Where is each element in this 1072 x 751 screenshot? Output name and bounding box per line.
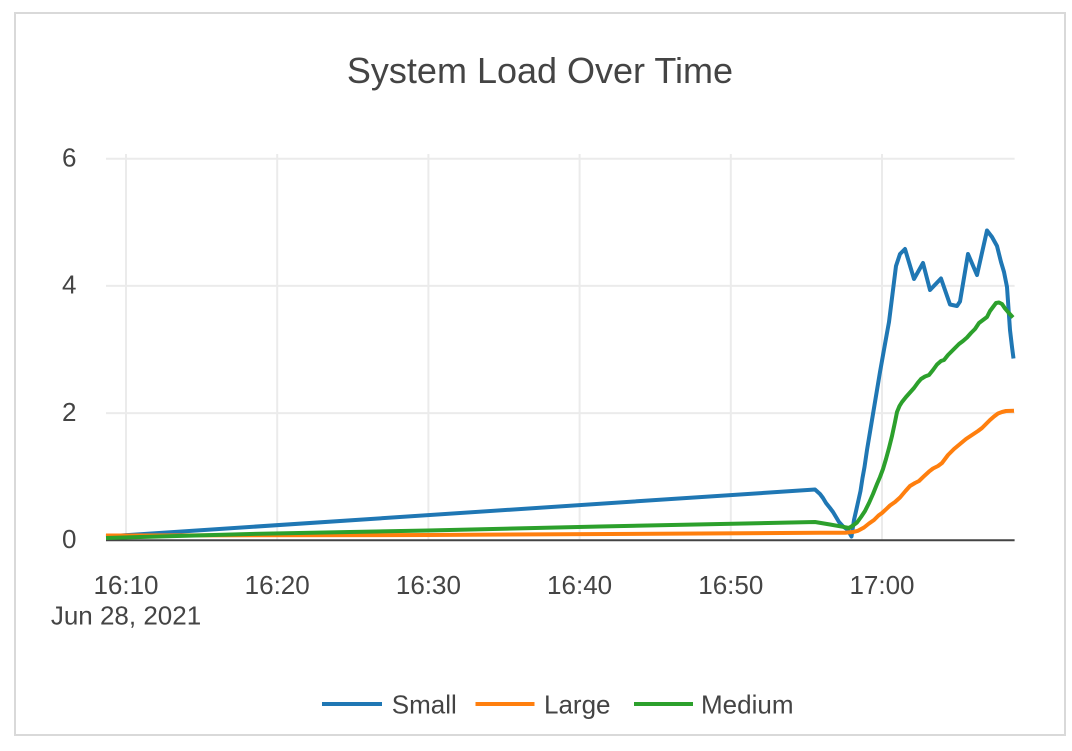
svg-text:Jun 28, 2021: Jun 28, 2021 (51, 601, 201, 631)
svg-text:System Load Over Time: System Load Over Time (347, 50, 733, 91)
svg-text:16:50: 16:50 (698, 570, 763, 600)
svg-text:16:40: 16:40 (547, 570, 612, 600)
svg-text:Large: Large (544, 690, 611, 720)
svg-text:Medium: Medium (701, 690, 793, 720)
svg-text:Small: Small (392, 690, 457, 720)
svg-text:16:20: 16:20 (245, 570, 310, 600)
svg-text:4: 4 (62, 270, 76, 300)
svg-text:6: 6 (62, 142, 76, 172)
svg-text:16:10: 16:10 (93, 570, 158, 600)
svg-text:0: 0 (62, 524, 76, 554)
svg-text:16:30: 16:30 (396, 570, 461, 600)
svg-text:17:00: 17:00 (849, 570, 914, 600)
svg-text:2: 2 (62, 397, 76, 427)
